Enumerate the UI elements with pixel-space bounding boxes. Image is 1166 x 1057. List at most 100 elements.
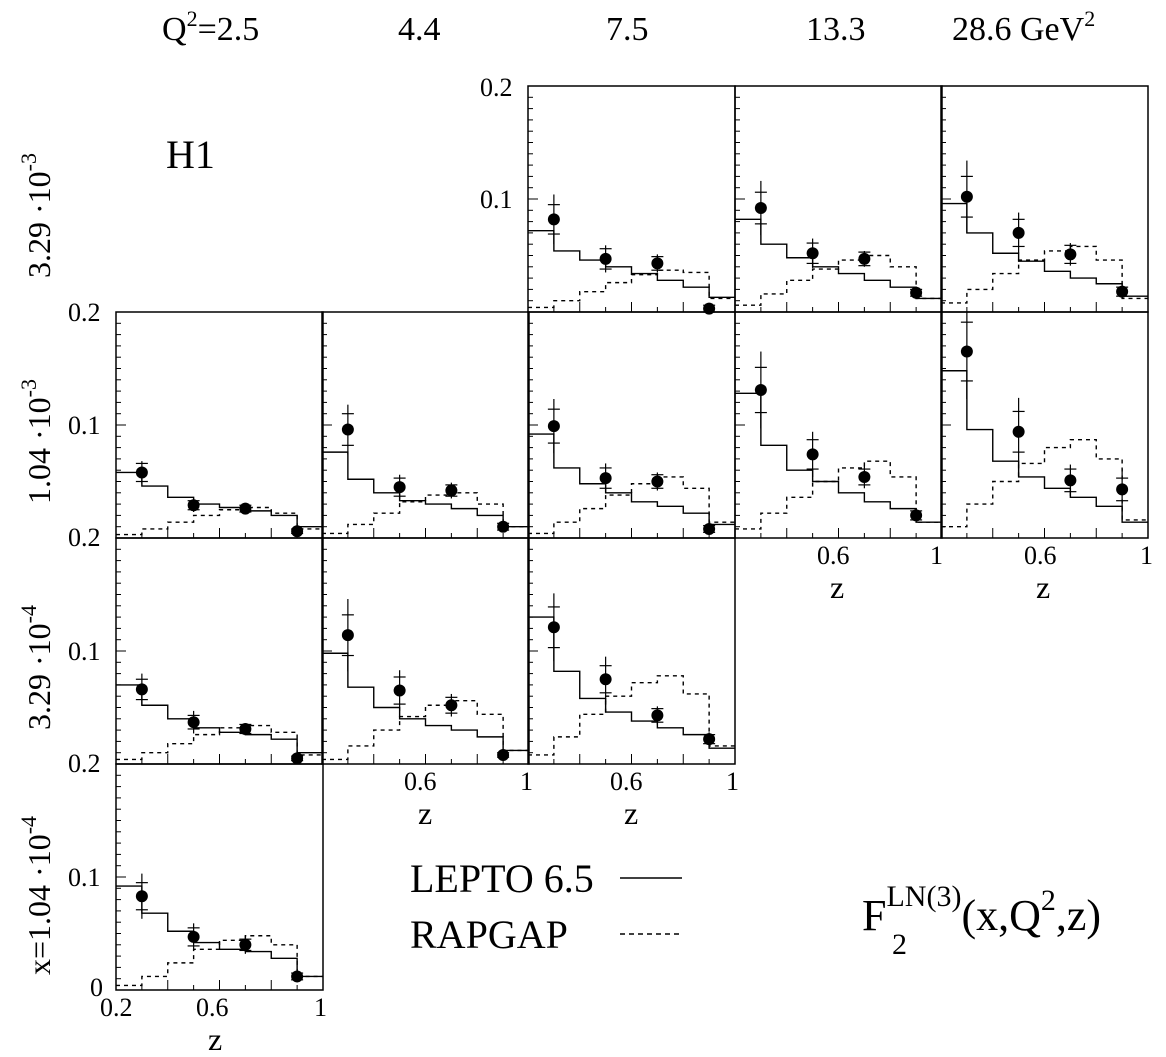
lepto-histogram [735, 218, 942, 300]
y-tick-bottom-row1: 0.2 [68, 523, 101, 552]
data-point [239, 502, 252, 515]
rapgap-histogram [116, 724, 323, 761]
y-tick-zero-row3: 0 [90, 973, 103, 1002]
lepto-histogram [322, 652, 529, 752]
data-point [445, 699, 458, 712]
y-tick-mid-row2: 0.1 [68, 637, 101, 666]
lepto-histogram [528, 433, 735, 526]
panel-frame [940, 311, 1149, 539]
lepto-histogram [322, 451, 529, 528]
data-point [445, 484, 458, 497]
data-point [910, 509, 923, 522]
rapgap-histogram [941, 438, 1148, 528]
data-point [858, 470, 871, 483]
data-point [960, 345, 973, 358]
lepto-histogram [941, 370, 1148, 523]
data-point [135, 890, 148, 903]
data-point [239, 938, 252, 951]
rapgap-histogram [116, 935, 323, 987]
data-point [187, 716, 200, 729]
x-tick-right-c2: 1 [314, 993, 327, 1022]
panel-x3.29e-4-q2-4.4 [321, 537, 530, 765]
header-q2-2.5: Q2=2.5 [162, 6, 259, 48]
row-label-x-3.29e-3: 3.29 ·10-3 [16, 153, 57, 278]
data-point [341, 629, 354, 642]
data-point [291, 525, 304, 538]
data-point [239, 722, 252, 735]
structure-function-formula: FLN(3)(x,Q2,z) [862, 880, 1101, 940]
legend-label-lepto: LEPTO 6.5 [410, 856, 594, 901]
rapgap-histogram [322, 492, 529, 535]
rapgap-histogram [735, 460, 942, 530]
data-point [135, 683, 148, 696]
data-point [960, 190, 973, 203]
rapgap-histogram [116, 506, 323, 536]
data-point [910, 286, 923, 299]
panel-x1.04e-4-q2-2.5 [115, 763, 324, 991]
y-tick-mid-row1: 0.1 [68, 411, 101, 440]
data-point [547, 420, 560, 433]
lepto-histogram [528, 616, 735, 749]
x-label-c7: z [624, 795, 638, 831]
data-point [599, 252, 612, 265]
y-tick-mid-row3: 0.1 [68, 863, 101, 892]
panel-grid [115, 85, 1149, 991]
y-tick-top-row1: 0.2 [68, 298, 101, 327]
x-tick-mid-c2: 0.6 [196, 993, 229, 1022]
header-q2-13.3: 13.3 [806, 11, 866, 48]
lepto-histogram [528, 229, 735, 299]
panel-x3.29e-3-q2-13.3 [734, 85, 943, 313]
x-tick-mid-c4: 0.6 [404, 767, 437, 796]
panel-x1.04e-3-q2-4.4 [321, 311, 530, 539]
lepto-histogram [116, 885, 323, 978]
data-point [393, 684, 406, 697]
data-point [599, 472, 612, 485]
panel-frame [527, 85, 736, 313]
panel-frame [734, 85, 943, 313]
data-point [187, 930, 200, 943]
experiment-label: H1 [166, 132, 215, 177]
lepto-histogram [116, 684, 323, 754]
y-tick-top-row0: 0.2 [480, 73, 513, 102]
panel-frame [734, 311, 943, 539]
x-tick-mid-c28: 0.6 [1024, 541, 1057, 570]
data-point [341, 423, 354, 436]
panel-x3.29e-3-q2-7.5 [527, 85, 736, 315]
data-point [497, 748, 510, 761]
rapgap-histogram [528, 269, 735, 309]
x-tick-right-c28: 1 [1140, 541, 1153, 570]
data-point [754, 202, 767, 215]
data-point [135, 466, 148, 479]
row-label-x-1.04e-4: x=1.04 ·10-4 [16, 816, 57, 975]
rapgap-histogram [528, 476, 735, 535]
panel-x1.04e-3-q2-2.5 [115, 311, 324, 539]
data-point [703, 733, 716, 746]
x-tick-left-c2: 0.2 [100, 993, 133, 1022]
data-point [393, 481, 406, 494]
x-tick-right-c13: 1 [930, 541, 943, 570]
lepto-histogram [116, 471, 323, 528]
data-point [703, 522, 716, 535]
rapgap-histogram [322, 700, 529, 761]
x-label-c13: z [830, 569, 844, 605]
data-point [651, 257, 664, 270]
data-point [1012, 425, 1025, 438]
y-tick-bottom-row2: 0.2 [68, 749, 101, 778]
panel-x3.29e-4-q2-2.5 [115, 537, 324, 765]
data-point [547, 213, 560, 226]
panel-frame [321, 537, 530, 765]
rapgap-histogram [735, 254, 942, 306]
data-point [754, 383, 767, 396]
structure-function-subscript: 2 [892, 928, 907, 961]
data-point [651, 475, 664, 488]
data-point [1064, 474, 1077, 487]
row-label-x-3.29e-4: 3.29 ·10-4 [16, 605, 57, 730]
x-label-c28: z [1036, 569, 1050, 605]
panel-frame [527, 537, 736, 765]
data-point [1012, 226, 1025, 239]
data-point [1116, 483, 1129, 496]
data-point [291, 970, 304, 983]
panel-x1.04e-3-q2-7.5 [527, 311, 736, 539]
row-label-x-1.04e-3: 1.04 ·10-3 [16, 379, 57, 504]
